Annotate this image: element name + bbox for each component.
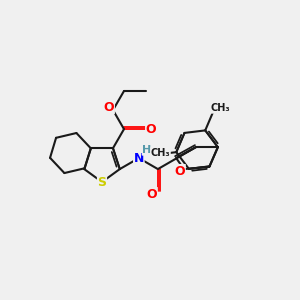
Text: CH₃: CH₃: [210, 103, 230, 113]
Text: N: N: [134, 152, 144, 165]
Text: O: O: [175, 165, 185, 178]
Text: CH₃: CH₃: [151, 148, 170, 158]
Text: O: O: [104, 100, 114, 114]
Text: O: O: [147, 188, 157, 201]
Text: S: S: [98, 176, 106, 188]
Text: H: H: [142, 145, 152, 155]
Text: O: O: [146, 123, 156, 136]
